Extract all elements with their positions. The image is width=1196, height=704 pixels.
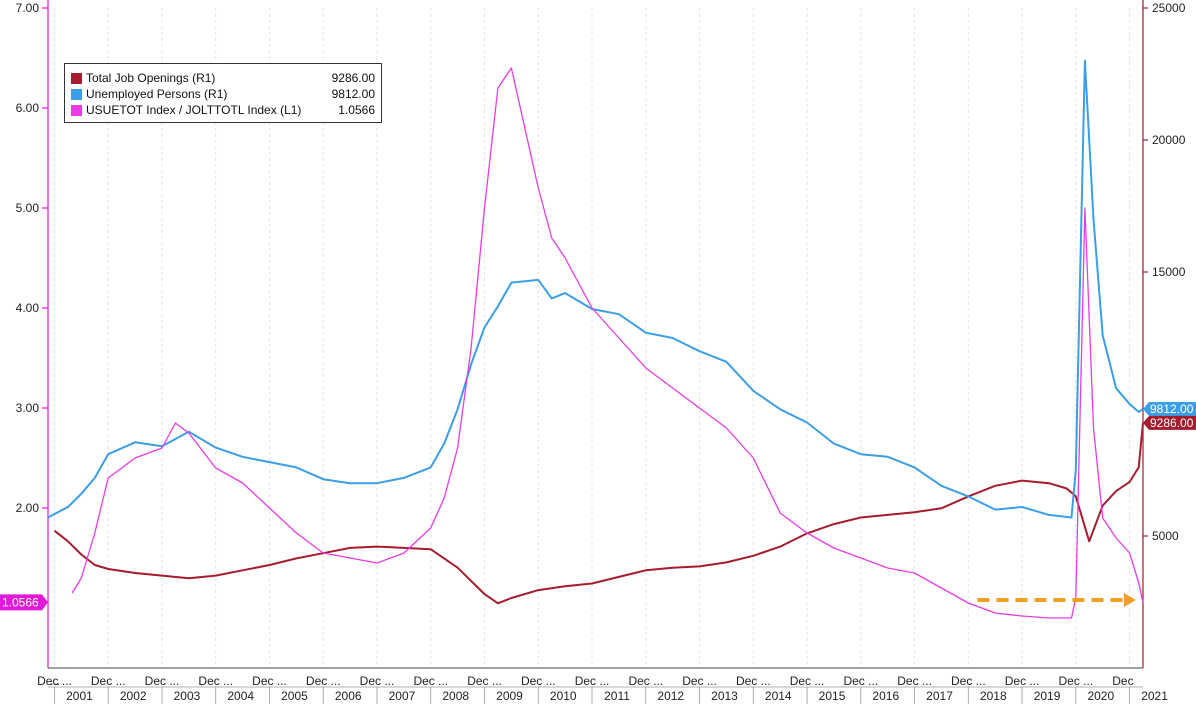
left-tick-label: 7.00 <box>16 1 40 15</box>
year-label: 2006 <box>335 689 362 703</box>
month-label: Dec <box>1112 674 1133 688</box>
month-label: Dec ... <box>252 674 287 688</box>
arrow-head <box>1123 593 1136 607</box>
month-label: Dec ... <box>790 674 825 688</box>
left-tick-label: 3.00 <box>16 401 40 415</box>
series-line-ratio <box>71 67 1144 619</box>
year-label: 2002 <box>120 689 147 703</box>
right-tick-label: 20000 <box>1152 133 1186 147</box>
month-label: Dec ... <box>575 674 610 688</box>
legend-label: Total Job Openings (R1) <box>86 71 216 85</box>
left-tick-label: 6.00 <box>16 101 40 115</box>
year-label: 2018 <box>980 689 1007 703</box>
year-label: 2001 <box>66 689 93 703</box>
legend-label: USUETOT Index / JOLTTOTL Index (L1) <box>86 103 302 117</box>
vertical-gridlines <box>53 8 1131 668</box>
month-label: Dec ... <box>897 674 932 688</box>
right-tick-label: 15000 <box>1152 265 1186 279</box>
year-label: 2015 <box>819 689 846 703</box>
badge-unemployed: 9812.00 <box>1150 402 1194 416</box>
month-label: Dec ... <box>360 674 395 688</box>
series-line-unemployed <box>47 59 1144 519</box>
legend-swatch-ratio <box>71 104 82 116</box>
legend-item-job-openings: Total Job Openings (R1) 9286.00 <box>71 70 375 86</box>
year-label: 2009 <box>496 689 523 703</box>
dashed-arrow-annotation <box>977 593 1136 607</box>
month-label: Dec ... <box>91 674 126 688</box>
right-tick-label: 5000 <box>1152 529 1179 543</box>
month-label: Dec ... <box>467 674 502 688</box>
legend-value: 9812.00 <box>331 87 375 101</box>
month-label: Dec ... <box>413 674 448 688</box>
left-tick-label: 4.00 <box>16 301 40 315</box>
legend-value: 9286.00 <box>331 71 375 85</box>
year-label: 2013 <box>711 689 738 703</box>
year-label: 2014 <box>765 689 792 703</box>
year-label: 2004 <box>227 689 254 703</box>
left-axis-ticks: 7.00 6.00 5.00 4.00 3.00 2.00 <box>16 1 48 515</box>
year-label: 2019 <box>1034 689 1061 703</box>
month-label: Dec ... <box>306 674 341 688</box>
legend-label: Unemployed Persons (R1) <box>86 87 228 101</box>
month-label: ... <box>50 674 60 688</box>
year-label: 2020 <box>1087 689 1114 703</box>
month-label: Dec ... <box>521 674 556 688</box>
month-label: Dec ... <box>145 674 180 688</box>
year-label: 2007 <box>389 689 416 703</box>
axes <box>47 0 1144 688</box>
right-tick-label: 25000 <box>1152 1 1186 15</box>
year-label: 2008 <box>442 689 469 703</box>
month-label: Dec ... <box>843 674 878 688</box>
badge-job-openings: 9286.00 <box>1150 416 1194 430</box>
legend-swatch-unemployed <box>71 88 82 100</box>
year-label: 2021 <box>1141 689 1168 703</box>
series-line-job-openings <box>53 422 1144 605</box>
year-label: 2016 <box>872 689 899 703</box>
legend-value: 1.0566 <box>338 103 375 117</box>
year-label: 2012 <box>657 689 684 703</box>
month-label: Dec ... <box>1005 674 1040 688</box>
year-label: 2010 <box>550 689 577 703</box>
year-label: 2005 <box>281 689 308 703</box>
month-label: Dec ... <box>951 674 986 688</box>
year-label: 2003 <box>174 689 201 703</box>
badge-job-openings-shape <box>1143 415 1196 430</box>
month-label: Dec ... <box>1059 674 1094 688</box>
badge-ratio-shape <box>0 594 48 611</box>
month-label: Dec ... <box>198 674 233 688</box>
badge-unemployed-shape <box>1143 401 1196 416</box>
year-label: 2017 <box>926 689 953 703</box>
series-lines <box>47 59 1144 619</box>
year-label: 2011 <box>604 689 630 703</box>
month-label: Dec ... <box>37 674 72 688</box>
legend-swatch-job-openings <box>71 72 82 84</box>
badge-ratio: 1.0566 <box>2 595 39 609</box>
x-axis-ticks: ...Dec ... Dec ... Dec ... Dec ... Dec ... De… <box>37 674 1168 704</box>
right-axis-ticks: 25000 20000 15000 5000 <box>1143 1 1186 543</box>
month-label: Dec ... <box>628 674 663 688</box>
left-tick-label: 5.00 <box>16 201 40 215</box>
legend-item-unemployed: Unemployed Persons (R1) 9812.00 <box>71 86 375 102</box>
legend-item-ratio: USUETOT Index / JOLTTOTL Index (L1) 1.05… <box>71 102 375 118</box>
left-tick-label: 2.00 <box>16 501 40 515</box>
month-label: Dec ... <box>736 674 771 688</box>
legend: Total Job Openings (R1) 9286.00 Unemploy… <box>64 63 382 123</box>
month-label: Dec ... <box>682 674 717 688</box>
